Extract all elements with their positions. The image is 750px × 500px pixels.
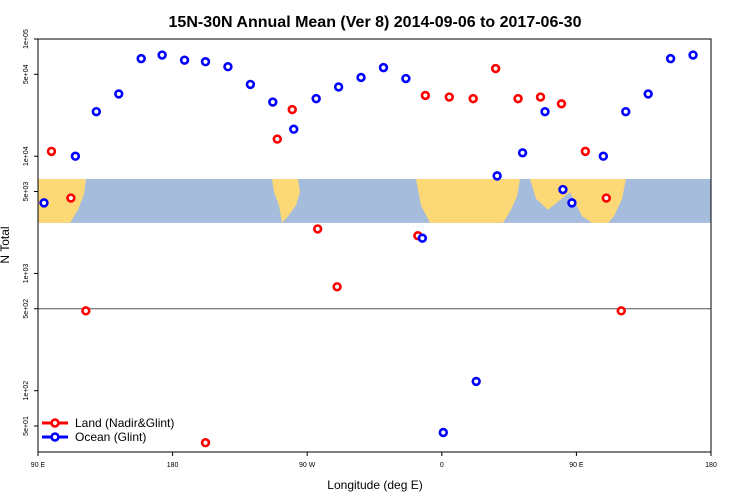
y-tick-label: 5e+01	[23, 416, 30, 436]
data-point-land	[66, 193, 76, 203]
data-point-ocean	[438, 427, 448, 438]
x-tick-label: 90 W	[299, 462, 316, 469]
data-point-land	[580, 146, 591, 157]
chart-title: 15N-30N Annual Mean (Ver 8) 2014-09-06 t…	[169, 14, 582, 31]
map-landmass	[38, 178, 86, 223]
map-landmass	[272, 178, 300, 223]
data-point-ocean	[540, 106, 550, 117]
data-point-land	[287, 104, 297, 115]
x-tick-label: 90 E	[31, 462, 46, 469]
y-tick-label: 5e+04	[23, 64, 30, 84]
data-point-land	[535, 92, 546, 102]
data-point-land	[420, 90, 431, 101]
legend: Land (Nadir&Glint) Ocean (Glint)	[42, 416, 174, 444]
data-point-land	[272, 134, 282, 144]
x-tick-label: 0	[440, 462, 444, 469]
data-point-ocean	[401, 73, 411, 84]
data-point-ocean	[558, 184, 568, 195]
data-point-ocean	[179, 55, 190, 65]
data-point-land	[468, 93, 478, 104]
data-point-ocean	[621, 106, 631, 117]
y-tick-label: 1e+05	[23, 29, 30, 49]
y-tick-label: 1e+03	[23, 264, 30, 284]
data-point-ocean	[157, 50, 167, 60]
x-axis-ticks: 90 E 180 90 W 0 90 E 180	[31, 452, 717, 469]
x-tick-label: 180	[705, 462, 717, 469]
data-point-ocean	[471, 376, 481, 387]
data-point-ocean	[223, 62, 233, 72]
x-tick-label: 90 E	[569, 462, 584, 469]
data-point-land	[513, 93, 523, 104]
map-land	[38, 178, 626, 223]
data-point-ocean	[417, 233, 428, 243]
data-point-land	[332, 282, 342, 292]
data-point-ocean	[492, 171, 502, 181]
plot-frame	[37, 38, 712, 453]
data-point-ocean	[517, 148, 528, 158]
data-point-ocean	[245, 79, 256, 90]
data-point-ocean	[688, 50, 698, 60]
data-point-ocean	[665, 53, 676, 64]
legend-marker-land	[50, 418, 60, 428]
data-point-land	[46, 146, 57, 157]
data-point-ocean	[356, 72, 366, 83]
data-point-ocean	[311, 93, 321, 104]
data-point-ocean	[333, 82, 344, 92]
data-point-land	[444, 92, 454, 102]
data-point-ocean	[91, 106, 102, 117]
map-landmass	[530, 178, 626, 223]
x-tick-label: 180	[167, 462, 179, 469]
data-point-ocean	[268, 97, 278, 107]
data-point-land	[616, 306, 626, 316]
data-point-land	[490, 63, 501, 74]
data-point-ocean	[70, 151, 81, 161]
data-point-ocean	[200, 57, 211, 67]
x-axis-label: Longitude (deg E)	[327, 478, 422, 492]
data-point-ocean	[136, 53, 146, 64]
y-axis-ticks: 5e+01 1e+02 5e+02 1e+03 5e+03 1e+04 5e+04 1e+05	[23, 29, 38, 436]
data-point-ocean	[643, 89, 653, 99]
y-tick-label: 5e+02	[23, 299, 30, 319]
world-map-band	[38, 178, 711, 223]
y-tick-label: 5e+03	[23, 182, 30, 202]
y-axis-label: N Total	[0, 226, 12, 263]
map-landmass	[416, 178, 520, 223]
legend-label-land: Land (Nadir&Glint)	[75, 416, 174, 430]
data-point-land	[200, 438, 211, 448]
data-point-ocean	[114, 89, 124, 99]
data-point-ocean	[378, 62, 389, 73]
data-point-ocean	[39, 198, 49, 208]
data-point-ocean	[598, 151, 609, 161]
data-point-land	[601, 193, 612, 203]
data-points	[39, 50, 698, 448]
legend-label-ocean: Ocean (Glint)	[75, 430, 146, 444]
data-point-land	[312, 224, 323, 234]
data-point-land	[81, 306, 91, 316]
data-point-land	[556, 99, 567, 109]
y-tick-label: 1e+04	[23, 146, 30, 166]
legend-marker-ocean	[50, 432, 60, 442]
y-tick-label: 1e+02	[23, 381, 30, 401]
data-point-ocean	[567, 198, 577, 208]
data-point-ocean	[289, 124, 299, 134]
